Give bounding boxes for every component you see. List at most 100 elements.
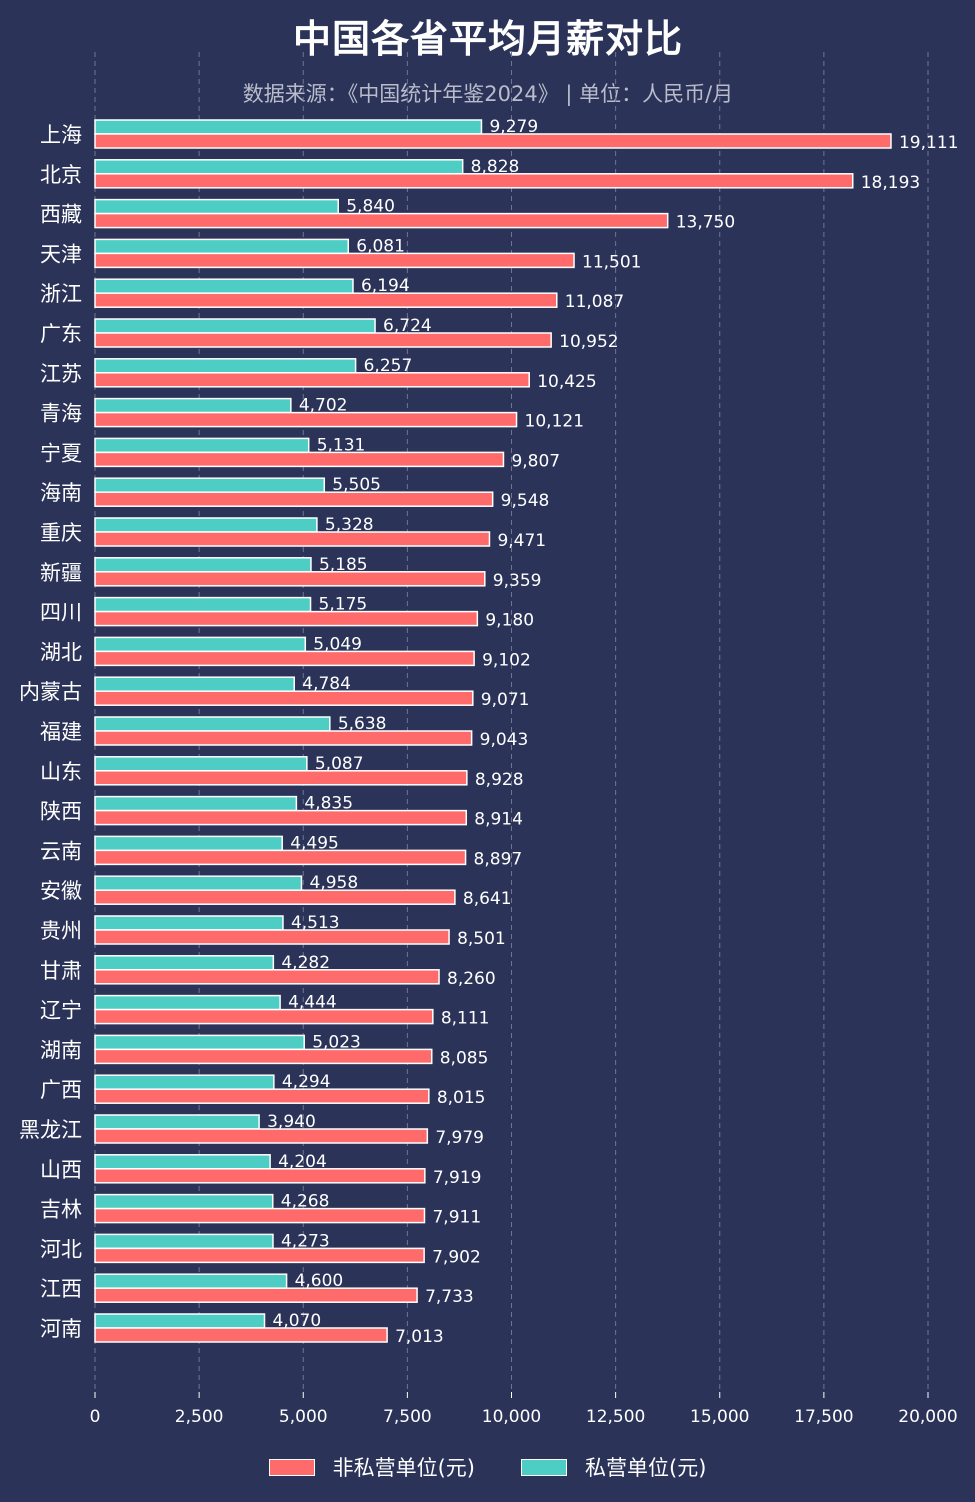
data-label-non-private: 9,043 [480,730,529,750]
category-label: 山西 [40,1158,82,1182]
bar-private [94,1034,305,1051]
category-label: 辽宁 [40,999,82,1023]
data-label-private: 4,294 [282,1072,331,1092]
bar-private [94,676,296,692]
bar-non-private [94,531,491,547]
bar-non-private [94,690,474,706]
bar-private [94,915,284,931]
data-label-non-private: 8,111 [441,1009,490,1029]
data-label-private: 6,081 [356,236,405,256]
category-label: 重庆 [40,521,82,545]
bar-private [94,795,298,812]
legend-label-private: 私营单位(元) [585,1456,707,1480]
data-label-private: 4,444 [288,993,337,1013]
legend-item-private: 私营单位(元) [521,1452,706,1482]
bar-chart: 0 2,500 5,000 7,500 10,000 12,500 15,000 17,500… [19,52,958,1427]
data-label-non-private: 9,807 [511,451,560,471]
data-label-non-private: 10,121 [525,412,584,432]
data-label-non-private: 10,952 [559,332,618,352]
bar-non-private [94,372,530,388]
bar-private [94,994,281,1011]
bar-private [94,238,350,255]
x-tick-label: 2,500 [175,1407,224,1427]
data-label-non-private: 11,087 [565,292,624,312]
data-label-private: 5,638 [338,714,387,734]
bar-non-private [94,650,475,667]
data-label-non-private: 7,733 [425,1287,474,1307]
category-label: 吉林 [40,1198,82,1222]
bar-non-private [94,1048,433,1065]
bar-non-private [94,610,479,627]
data-label-private: 8,828 [471,157,520,177]
data-label-private: 4,273 [281,1231,330,1251]
data-label-private: 4,268 [281,1192,330,1212]
bar-non-private [94,411,518,428]
data-label-non-private: 8,914 [474,810,523,830]
category-label: 甘肃 [40,959,82,983]
category-label: 贵州 [40,919,82,943]
data-label-non-private: 7,979 [435,1128,484,1148]
category-label: 北京 [40,163,82,187]
data-label-non-private: 19,111 [899,133,958,153]
data-label-non-private: 7,919 [433,1168,482,1188]
data-label-non-private: 9,471 [497,531,546,551]
category-label: 湖北 [40,640,82,664]
data-label-private: 4,702 [299,396,348,416]
bar-private [94,1154,271,1170]
data-label-non-private: 9,548 [501,491,550,511]
data-label-private: 5,328 [325,515,374,535]
bar-non-private [94,889,456,905]
bar-non-private [94,252,575,269]
data-label-non-private: 8,928 [475,770,524,790]
data-label-non-private: 7,013 [395,1327,444,1347]
data-label-private: 5,087 [315,754,364,774]
bar-non-private [94,1207,426,1224]
x-tick-label: 7,500 [383,1407,432,1427]
bar-private [94,716,331,732]
bar-non-private [94,770,468,786]
x-tick-label: 10,000 [482,1407,541,1427]
data-label-private: 5,840 [346,197,395,217]
x-tick-label: 20,000 [898,1407,957,1427]
category-label: 广东 [40,322,82,346]
data-label-private: 9,279 [489,117,538,137]
x-tick-label: 5,000 [279,1407,328,1427]
legend-swatch-non-private [268,1458,315,1476]
category-label: 陕西 [40,800,82,824]
bar-private [94,517,318,533]
bar-non-private [94,929,450,945]
bar-non-private [94,332,552,348]
category-label: 湖南 [40,1038,82,1062]
data-label-non-private: 8,260 [447,969,496,989]
bar-non-private [94,1247,425,1264]
data-label-private: 5,131 [317,435,366,455]
chart-title: 中国各省平均月薪对比 [292,17,683,61]
bar-non-private [94,1008,434,1025]
bar-private [94,1313,266,1329]
data-label-private: 4,784 [302,674,351,694]
category-label: 上海 [40,123,82,147]
bar-non-private [94,1088,430,1104]
data-label-non-private: 8,085 [440,1048,489,1068]
data-label-private: 5,505 [332,475,381,495]
data-label-private: 4,835 [304,794,353,814]
legend-swatch-private [521,1458,567,1476]
legend-item-non-private: 非私营单位(元) [268,1452,475,1482]
data-label-private: 4,204 [278,1152,327,1172]
data-label-private: 3,940 [267,1112,316,1132]
bar-private [94,1193,274,1210]
bar-private [94,1074,275,1090]
data-label-private: 4,495 [290,833,339,853]
bar-non-private [94,809,468,826]
data-label-private: 6,194 [361,276,410,296]
bar-non-private [94,969,440,985]
data-label-private: 5,023 [312,1032,361,1052]
x-tick-label: 17,500 [794,1407,853,1427]
bar-private [94,636,307,653]
data-label-non-private: 9,071 [481,690,530,710]
bar-non-private [94,1287,418,1303]
data-label-non-private: 7,911 [432,1208,481,1228]
bar-private [94,557,312,573]
data-label-private: 5,049 [313,634,362,654]
data-label-private: 4,070 [273,1311,322,1331]
